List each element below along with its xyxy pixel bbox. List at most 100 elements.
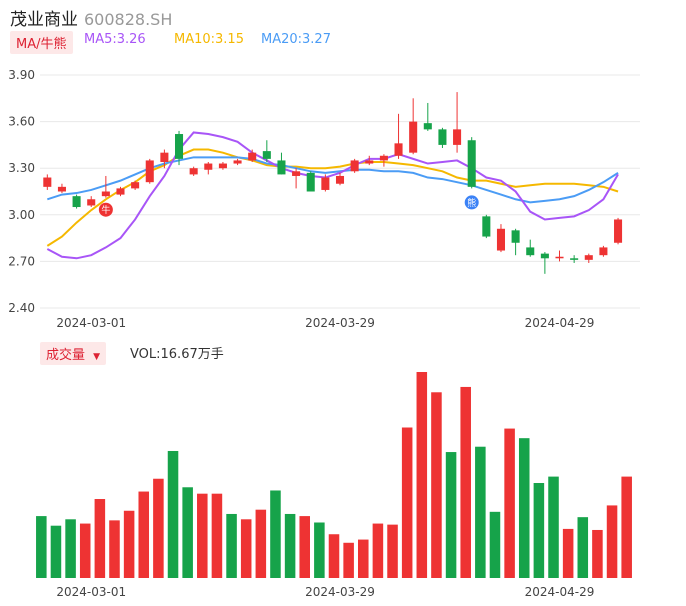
volume-bar bbox=[197, 493, 208, 578]
candle-body bbox=[540, 253, 549, 259]
candle-body bbox=[43, 177, 52, 187]
y-tick-label: 3.60 bbox=[8, 115, 35, 129]
volume-bar bbox=[226, 513, 237, 578]
volume-bar bbox=[182, 487, 193, 578]
volume-bar bbox=[109, 520, 120, 578]
bear-marker-label: 熊 bbox=[467, 197, 476, 209]
candle-body bbox=[131, 182, 140, 189]
volume-bar bbox=[387, 524, 398, 578]
candle-body bbox=[511, 230, 520, 243]
bull-marker-circle bbox=[98, 202, 113, 217]
candle-body bbox=[306, 172, 315, 192]
y-tick-label: 3.30 bbox=[8, 161, 35, 175]
bear-marker-circle bbox=[464, 195, 479, 210]
volume-tag-label: 成交量 bbox=[46, 348, 86, 363]
candle-body bbox=[423, 123, 432, 130]
volume-bar bbox=[548, 476, 559, 578]
candle-body bbox=[409, 121, 418, 153]
candle-body bbox=[57, 186, 66, 192]
volume-bar bbox=[167, 450, 179, 578]
candle-body bbox=[467, 140, 476, 187]
volume-bar bbox=[65, 519, 76, 578]
volume-bar bbox=[79, 523, 91, 578]
y-tick-label: 3.00 bbox=[8, 208, 35, 222]
volume-bar bbox=[577, 517, 589, 578]
bull-marker-label: 牛 bbox=[101, 204, 110, 216]
volume-bar bbox=[533, 483, 545, 578]
volume-bar bbox=[299, 516, 310, 578]
candle-body bbox=[248, 152, 257, 161]
caret-down-icon: ▼ bbox=[93, 352, 101, 362]
candle-body bbox=[145, 160, 154, 183]
candle-body bbox=[335, 175, 345, 184]
volume-bar bbox=[504, 428, 515, 578]
volume-bar bbox=[621, 476, 632, 578]
volume-bar bbox=[460, 386, 471, 578]
candle-body bbox=[218, 163, 227, 169]
x-tick-label: 2024-03-01 bbox=[56, 316, 126, 330]
volume-bar bbox=[445, 452, 457, 578]
volume-bar bbox=[475, 446, 486, 578]
candle-body bbox=[101, 191, 110, 197]
candle-body bbox=[614, 219, 623, 243]
volume-bar bbox=[592, 529, 603, 578]
candle-body bbox=[175, 134, 184, 159]
volume-bar bbox=[138, 491, 150, 578]
volume-bar bbox=[36, 516, 47, 578]
candle-body bbox=[599, 247, 608, 256]
volume-bar bbox=[358, 539, 369, 578]
candle-body bbox=[189, 168, 198, 175]
candle-body bbox=[365, 160, 374, 164]
legend-ma10: MA10:3.15 bbox=[174, 32, 244, 47]
volume-bar bbox=[284, 513, 296, 578]
volume-tag[interactable]: 成交量 ▼ bbox=[40, 342, 107, 365]
candle-body bbox=[262, 151, 271, 159]
volume-bar bbox=[50, 525, 62, 578]
volume-bar bbox=[343, 542, 354, 578]
x-tick-label: 2024-04-29 bbox=[525, 585, 595, 599]
ma10-line bbox=[46, 148, 619, 247]
volume-bar bbox=[518, 438, 530, 578]
legend-ma5: MA5:3.26 bbox=[84, 32, 146, 47]
volume-bar bbox=[328, 534, 340, 578]
x-tick-label: 2024-04-29 bbox=[525, 316, 595, 330]
candle-body bbox=[116, 188, 125, 195]
stock-name: 茂业商业 bbox=[10, 10, 78, 30]
volume-value: VOL:16.67万手 bbox=[130, 347, 224, 362]
legend-ma20: MA20:3.27 bbox=[261, 32, 331, 47]
volume-bar bbox=[123, 510, 135, 578]
candle-body bbox=[350, 160, 359, 172]
candle-body bbox=[584, 255, 593, 260]
ma-tag[interactable]: MA/牛熊 bbox=[10, 31, 73, 54]
candle-body bbox=[72, 196, 81, 208]
bull-marker: 牛 bbox=[98, 202, 113, 217]
volume-bar bbox=[489, 511, 501, 578]
candle-body bbox=[379, 155, 388, 161]
candle-body bbox=[482, 216, 491, 237]
candle-body bbox=[496, 228, 505, 251]
volume-bar bbox=[416, 372, 428, 578]
volume-bar bbox=[153, 478, 164, 578]
y-tick-label: 2.70 bbox=[8, 254, 35, 268]
volume-bar bbox=[211, 493, 223, 578]
y-tick-label: 2.40 bbox=[8, 301, 35, 315]
candle-body bbox=[292, 171, 301, 176]
volume-bar bbox=[240, 519, 252, 578]
ma5-line bbox=[46, 131, 619, 260]
candle-body bbox=[160, 152, 169, 162]
bear-marker: 熊 bbox=[464, 195, 479, 210]
volume-bar bbox=[562, 528, 574, 578]
ma20-line bbox=[47, 156, 619, 204]
candle-body bbox=[277, 160, 286, 175]
stock-code: 600828.SH bbox=[84, 10, 173, 29]
volume-bar bbox=[94, 499, 106, 578]
y-tick-label: 3.90 bbox=[8, 68, 35, 82]
x-tick-label: 2024-03-01 bbox=[56, 585, 126, 599]
candle-body bbox=[526, 247, 535, 256]
candle-body bbox=[555, 256, 564, 259]
volume-bar bbox=[431, 392, 442, 578]
volume-bar bbox=[270, 490, 281, 578]
candle-body bbox=[570, 258, 579, 260]
x-tick-label: 2024-03-29 bbox=[305, 316, 375, 330]
